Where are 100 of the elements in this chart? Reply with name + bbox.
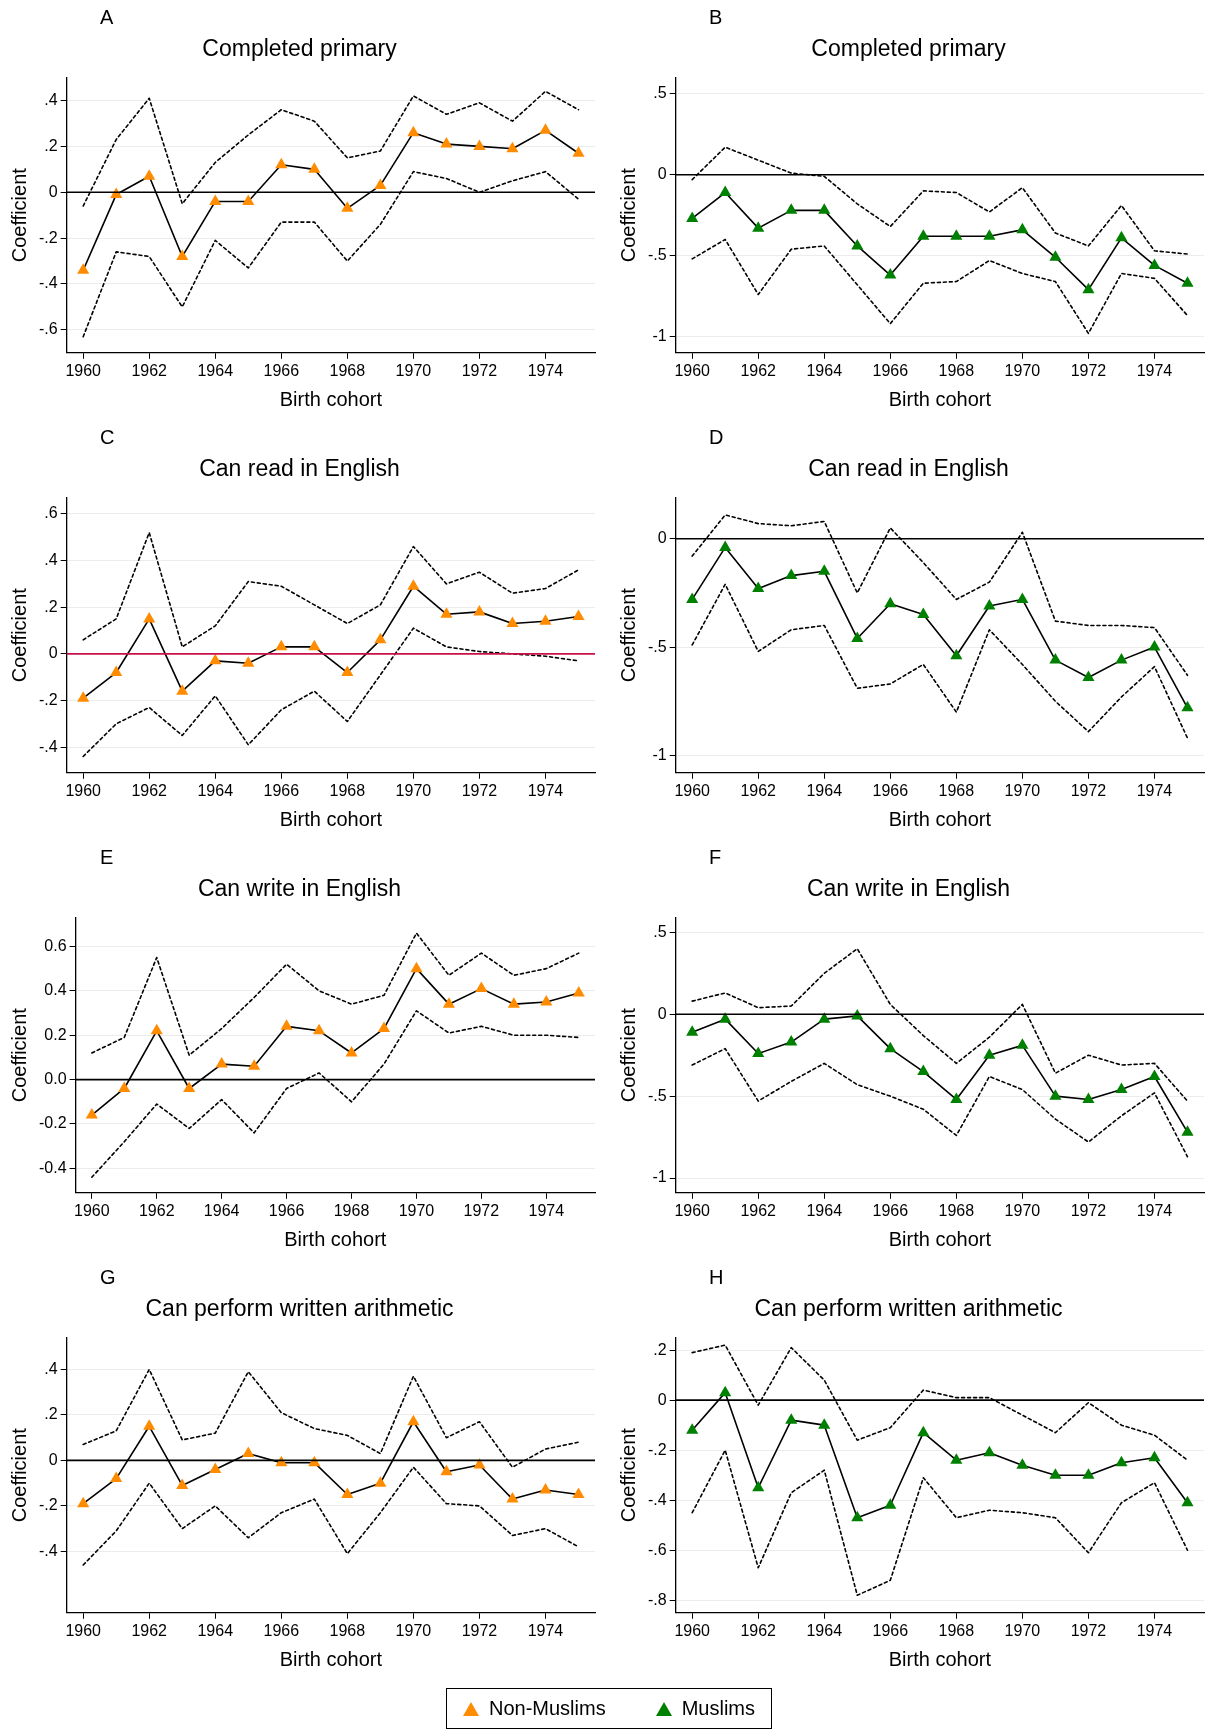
x-tick-label: 1960 — [674, 1201, 711, 1219]
point — [1115, 1082, 1128, 1094]
point — [1148, 1450, 1161, 1462]
point — [473, 604, 486, 616]
x-tick-label: 1966 — [872, 781, 909, 799]
x-axis-title: Birth cohort — [279, 387, 383, 410]
x-tick-label: 1966 — [263, 361, 300, 379]
point — [377, 1021, 391, 1033]
line-series — [691, 238, 1189, 335]
text: H — [709, 1265, 724, 1288]
y-tick-label: -.4 — [648, 1490, 667, 1508]
point — [442, 997, 455, 1008]
point — [312, 1023, 326, 1035]
point — [374, 1476, 387, 1487]
x-tick-label: 1972 — [1070, 1201, 1107, 1219]
point — [85, 1108, 98, 1119]
point — [572, 146, 585, 157]
y-tick-label: -1 — [652, 327, 667, 345]
point — [1181, 1125, 1194, 1136]
point — [407, 125, 420, 137]
point — [752, 1480, 765, 1492]
x-tick-label: 1974 — [1136, 361, 1173, 379]
point — [572, 1487, 585, 1499]
point — [176, 1478, 189, 1489]
point — [1181, 700, 1194, 712]
point — [917, 607, 930, 619]
point — [719, 185, 732, 197]
x-tick-label: 1960 — [674, 361, 711, 379]
y-tick-label: .2 — [44, 597, 58, 615]
x-tick-label: 1972 — [461, 781, 498, 799]
y-tick-label: -.5 — [648, 1086, 667, 1104]
point — [785, 568, 798, 580]
x-tick-label: 1966 — [263, 781, 300, 799]
y-tick-label: 0.0 — [44, 1070, 67, 1088]
y-axis-title: Coefficient — [7, 1427, 30, 1523]
point — [280, 1019, 293, 1030]
point — [77, 263, 90, 274]
y-tick-label: 0 — [48, 644, 58, 662]
x-tick-label: 1964 — [197, 781, 234, 799]
text: B — [709, 5, 723, 28]
point — [818, 564, 831, 575]
y-tick-label: .2 — [653, 1340, 667, 1358]
y-tick-label: .4 — [44, 1359, 58, 1377]
x-tick-label: 1970 — [1004, 361, 1041, 379]
x-tick-label: 1966 — [268, 1201, 305, 1219]
point — [77, 691, 90, 702]
y-axis-title: Coefficient — [7, 587, 30, 683]
point — [719, 1385, 732, 1397]
point — [818, 203, 831, 214]
x-tick-label: 1964 — [806, 781, 843, 799]
y-tick-label: -.2 — [39, 1496, 58, 1514]
point — [950, 1092, 963, 1103]
point — [1049, 1089, 1062, 1100]
point — [209, 653, 222, 665]
line-series — [691, 583, 1189, 739]
point — [752, 1046, 765, 1058]
point — [341, 665, 354, 677]
point — [884, 596, 897, 608]
x-tick-label: 1962 — [740, 1201, 777, 1219]
x-axis-title: Birth cohort — [284, 1227, 387, 1250]
text: E — [100, 845, 114, 868]
point — [1082, 282, 1095, 294]
point — [785, 203, 798, 214]
point — [983, 1445, 996, 1457]
point — [884, 268, 897, 279]
point — [1115, 1455, 1128, 1467]
x-tick-label: 1964 — [806, 361, 843, 379]
x-tick-label: 1972 — [463, 1201, 500, 1219]
point — [1115, 230, 1128, 242]
point — [572, 609, 585, 621]
legend-label: Muslims — [681, 1697, 756, 1720]
x-tick-label: 1968 — [329, 1621, 366, 1639]
point — [1148, 1069, 1161, 1080]
x-tick-label: 1972 — [461, 361, 498, 379]
point — [983, 598, 996, 610]
point — [1181, 1495, 1194, 1507]
text: D — [709, 425, 724, 448]
x-tick-label: 1970 — [395, 361, 432, 379]
y-tick-label: .2 — [44, 1405, 58, 1423]
point — [983, 1048, 996, 1059]
y-tick-label: -.4 — [39, 1541, 58, 1559]
y-tick-label: -.6 — [648, 1540, 667, 1558]
x-tick-label: 1968 — [938, 781, 975, 799]
x-tick-label: 1974 — [527, 781, 564, 799]
point — [473, 139, 486, 150]
chart-title: Can perform written arithmetic — [754, 1295, 1063, 1322]
point — [150, 1023, 163, 1035]
point — [242, 1446, 255, 1458]
y-tick-label: -.6 — [39, 320, 58, 338]
chart-title: Completed primary — [202, 35, 398, 62]
x-tick-label: 1960 — [674, 1621, 711, 1639]
y-tick-label: -0.4 — [38, 1158, 67, 1176]
point — [884, 1498, 897, 1509]
chart-title: Can perform written arithmetic — [145, 1295, 454, 1322]
point — [475, 981, 488, 993]
point — [917, 1064, 930, 1076]
point — [785, 1035, 798, 1046]
x-tick-label: 1974 — [528, 1201, 565, 1219]
point — [572, 986, 585, 997]
x-tick-label: 1974 — [527, 361, 564, 379]
